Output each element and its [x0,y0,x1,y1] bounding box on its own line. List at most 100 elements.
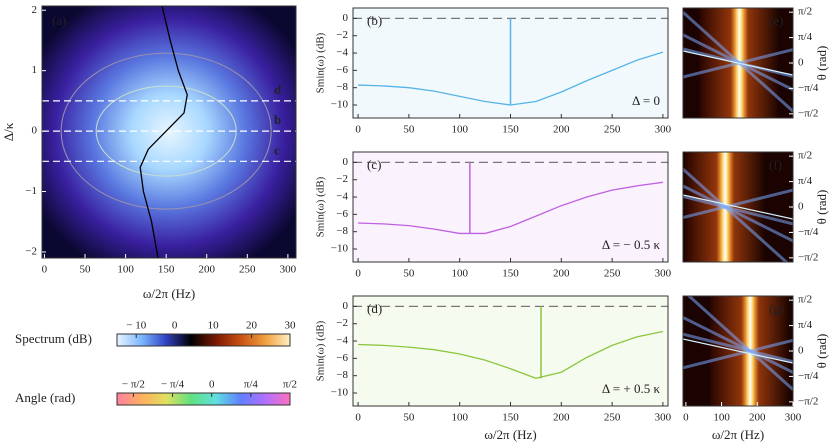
y-tick-label: −π/4 [798,370,819,382]
colorbar-tick-label: − π/4 [161,379,185,391]
colorbar-tick-label: 20 [246,320,258,332]
colorbar-tick-label: 10 [208,320,220,332]
x-tick-label: 250 [604,412,621,424]
y-tick-label: −8 [336,81,348,93]
y-tick-label: 1 [32,64,38,76]
contour [95,85,237,177]
heatmap-background [42,6,296,258]
x-tick-label: 0 [355,268,361,280]
curve [139,5,188,259]
y-tick-label: 0 [343,156,349,168]
y-tick-label: −π/2 [798,395,818,407]
y-tick-label: 0 [798,57,804,69]
y-tick-label: π/4 [798,175,813,187]
panel-label: (a) [52,13,66,28]
y-tick-label: 0 [32,125,38,137]
y-tick-label: −2 [336,29,348,41]
streak [686,296,793,391]
x-tick-label: 250 [604,124,621,136]
y-tick-label: −8 [336,369,348,381]
colorbar [116,333,291,347]
phase-map [683,152,793,262]
colorbar-tick-label: 0 [172,320,178,332]
x-tick-label: 50 [403,268,415,280]
x-tick-label: 300 [655,412,672,424]
x-tick-label: 200 [749,412,766,424]
contour [60,52,272,210]
cut-label: d [274,82,282,97]
streak [683,167,789,262]
y-tick-label: 0 [343,300,349,312]
y-tick-label: π/2 [798,294,812,306]
y-tick-label: −1 [25,185,37,197]
colorbar-tick-label: − π/2 [122,379,145,391]
x-tick-label: 100 [117,264,134,276]
x-tick-label: 50 [80,264,92,276]
colorbar-label: Angle (rad) [15,390,75,405]
x-tick-label: 100 [713,412,730,424]
panel-label: (b) [367,13,382,28]
frame [41,5,297,259]
y-tick-label: −6 [336,208,348,220]
y-tick-label: π/2 [798,6,812,18]
x-tick-label: 300 [785,412,802,424]
cut-label: b [274,112,281,127]
x-tick-label: 150 [502,268,519,280]
x-tick-label: 250 [239,264,256,276]
y-axis-label: Smin(ω) (dB) [315,320,327,381]
phase-map [683,296,793,406]
x-tick-label: 50 [403,412,415,424]
panel-label: (d) [367,301,382,316]
x-tick-label: 0 [355,412,361,424]
y-tick-label: −2 [336,173,348,185]
y-tick-label: −10 [331,387,349,399]
colorbar-tick-label: π/4 [244,379,259,391]
colorbar [116,392,291,406]
colorbar-tick-label: 0 [209,379,215,391]
y-tick-label: 0 [798,201,804,213]
streak [683,188,793,219]
streak [683,338,793,370]
y-tick-label: −4 [336,335,348,347]
x-tick-label: 100 [451,268,468,280]
plot-tint [353,296,668,406]
y-axis-label: Smin(ω) (dB) [315,176,327,237]
x-axis-label: ω/2π (Hz) [143,286,195,301]
y-axis-label: θ (rad) [814,334,829,369]
y-tick-label: π/4 [798,319,813,331]
streak [683,194,793,220]
x-tick-label: 50 [403,124,415,136]
x-tick-label: 150 [502,124,519,136]
colorbar-label: Spectrum (dB) [15,331,92,346]
x-tick-label: 300 [655,268,672,280]
x-tick-label: 200 [553,124,570,136]
x-tick-label: 300 [655,124,672,136]
y-tick-label: −2 [25,245,37,257]
streak [683,184,793,243]
y-tick-label: −6 [336,64,348,76]
y-tick-label: −π/4 [798,82,819,94]
y-tick-label: −π/4 [798,226,819,238]
panel-label: (e) [769,13,783,28]
y-tick-label: −8 [336,225,348,237]
y-tick-label: 0 [798,345,804,357]
x-axis-label: ω/2π (Hz) [484,427,536,442]
y-axis-label: Δ/κ [1,122,16,141]
y-tick-label: −π/2 [798,107,818,119]
y-axis-label: θ (rad) [814,190,829,225]
y-tick-label: −6 [336,352,348,364]
x-tick-label: 200 [198,264,215,276]
streak [683,338,793,364]
annotation: Δ = 0 [632,93,660,108]
y-tick-label: −2 [336,317,348,329]
phase-map [683,8,793,118]
panel-label: (c) [367,157,381,172]
streak [683,195,793,226]
panel-label: (f) [769,157,782,172]
curve [358,330,664,379]
x-tick-label: 150 [502,412,519,424]
y-tick-label: 2 [32,4,38,16]
x-tick-label: 250 [604,268,621,280]
